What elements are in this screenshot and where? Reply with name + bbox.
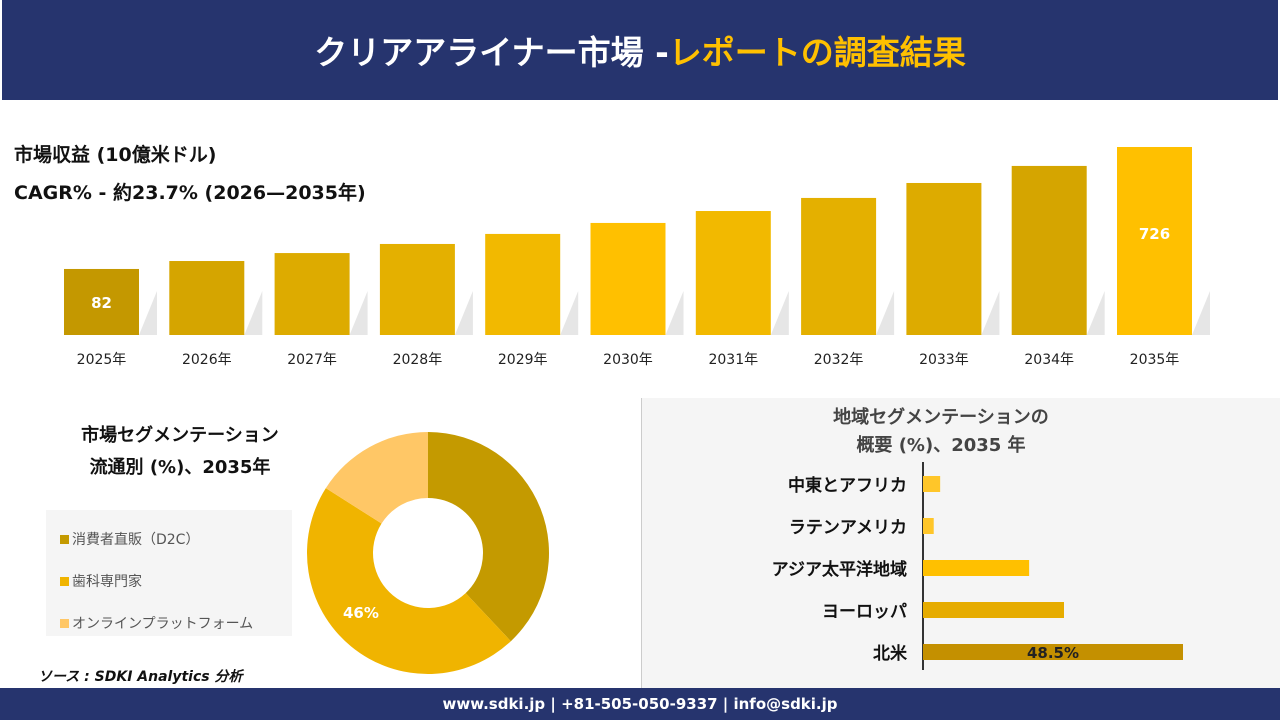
region-bar: [923, 518, 934, 534]
donut-slice: [307, 488, 511, 674]
bar-shadow: [1086, 291, 1105, 335]
x-tick-label: 2035年: [1130, 352, 1180, 368]
segment-title: 市場セグメンテーション 流通別 (%)、2035年: [20, 420, 340, 484]
x-tick-label: 2031年: [708, 352, 758, 368]
y-tick-label: ラテンアメリカ: [789, 518, 907, 538]
page-title-highlight: レポートの調査結果: [668, 33, 966, 72]
revenue-bar: [695, 211, 771, 335]
region-title-line2: 概要 (%)、2035 年: [856, 435, 1026, 456]
x-tick-label: 2025年: [77, 352, 127, 368]
distribution-segment-panel: 市場セグメンテーション 流通別 (%)、2035年 消費者直販（D2C） 歯科専門家…: [0, 398, 640, 688]
bar-shadow: [139, 291, 157, 335]
revenue-bar: [169, 261, 245, 335]
legend-label: 歯科専門家: [72, 574, 142, 590]
revenue-bar: [64, 268, 139, 335]
revenue-bar: [1011, 165, 1087, 335]
revenue-bar: [1117, 146, 1192, 335]
legend-swatch: [60, 534, 69, 544]
legend-label: 消費者直販（D2C）: [72, 532, 200, 548]
bar-shadow: [770, 291, 789, 335]
revenue-bar: [906, 182, 982, 335]
x-tick-label: 2034年: [1024, 352, 1074, 368]
region-segment-panel: 地域セグメンテーションの 概要 (%)、2035 年 中東とアフリカ ラテンアメリカ…: [641, 398, 1280, 688]
legend-label: オンラインプラットフォーム: [72, 616, 254, 632]
header-banner: クリアアライナー市場 - レポートの調査結果: [2, 0, 1278, 100]
donut-legend: 消費者直販（D2C） 歯科専門家オンラインプラットフォーム: [46, 510, 292, 636]
y-tick-label: 中東とアフリカ: [788, 475, 907, 496]
bar-shadow: [560, 291, 579, 335]
x-tick-label: 2029年: [498, 352, 548, 368]
bar-shadow: [454, 291, 473, 335]
legend-item: 歯科専門家: [46, 560, 292, 602]
y-tick-label: アジア太平洋地域: [772, 559, 907, 580]
cagr-text: CAGR% - 約23.7% (2026—2035年): [14, 182, 366, 204]
region-bar: [923, 560, 1030, 576]
bar-shadow: [1192, 291, 1210, 335]
legend-item: オンラインプラットフォーム: [46, 602, 292, 644]
revenue-bar: [590, 222, 666, 335]
x-tick-label: 2028年: [393, 352, 443, 368]
distribution-donut-chart: 46%: [307, 432, 549, 674]
bar-shadow: [349, 291, 368, 335]
bar-shadow: [665, 291, 684, 335]
data-label: 726: [1139, 225, 1170, 243]
region-bar: [923, 602, 1064, 618]
page-title: クリアアライナー市場 -: [314, 33, 669, 72]
footer-contact: www.sdki.jp | +81-505-050-9337 | info@sd…: [0, 688, 1280, 720]
data-label: 82: [91, 294, 112, 312]
bar-shadow: [244, 291, 263, 335]
source-note: ソース : SDKI Analytics 分析: [38, 669, 243, 685]
x-tick-label: 2033年: [919, 352, 969, 368]
donut-slice: [428, 432, 549, 642]
x-tick-label: 2030年: [603, 352, 653, 368]
revenue-bar-chart: 2025年 82 2026年 2027年 2028年 2029年 2030年 2031年 203…: [64, 146, 1210, 368]
revenue-bar: [379, 243, 455, 335]
segment-title-line1: 市場セグメンテーション: [81, 425, 279, 446]
revenue-bar: [485, 233, 561, 335]
y-tick-label: ヨーロッパ: [822, 602, 907, 622]
region-title-line1: 地域セグメンテーションの: [833, 407, 1049, 428]
x-tick-label: 2026年: [182, 352, 232, 368]
legend-swatch: [60, 618, 69, 628]
bar-shadow: [981, 291, 1000, 335]
revenue-title: 市場収益 (10億米ドル): [14, 144, 217, 166]
bar-shadow: [876, 291, 895, 335]
donut-slice: [325, 432, 428, 524]
y-tick-label: 北米: [873, 643, 908, 664]
legend-item: 消費者直販（D2C）: [46, 518, 292, 560]
data-label: 46%: [343, 604, 379, 622]
x-tick-label: 2032年: [814, 352, 864, 368]
region-bar: [923, 644, 1183, 660]
region-bar: [923, 476, 941, 492]
segment-title-line2: 流通別 (%)、2035年: [89, 457, 271, 478]
region-title: 地域セグメンテーションの 概要 (%)、2035 年: [642, 404, 1280, 460]
revenue-bar: [801, 197, 877, 335]
legend-swatch: [60, 576, 69, 586]
x-tick-label: 2027年: [287, 352, 337, 368]
revenue-bar: [274, 253, 350, 335]
data-label: 48.5%: [1027, 644, 1079, 662]
